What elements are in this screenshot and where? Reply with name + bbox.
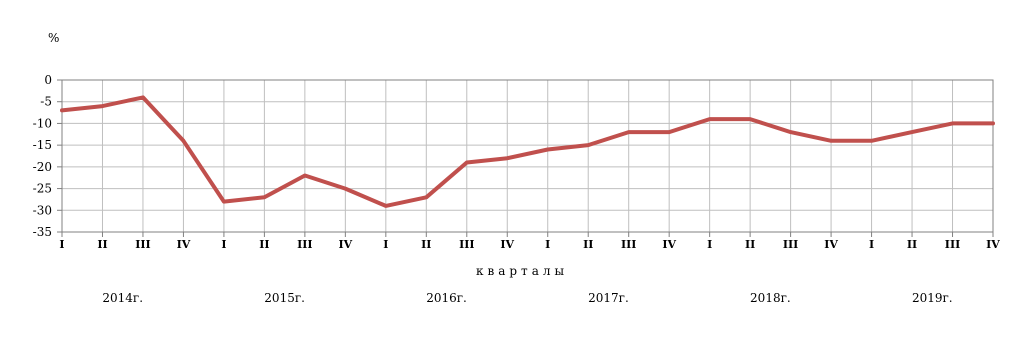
data-point [465,161,469,165]
x-tick-label: II [907,238,917,251]
series-layer [60,95,995,208]
x-tick-label: II [745,238,755,251]
x-tick-label: I [59,238,64,251]
year-label: 2014г. [102,291,143,305]
data-point [222,200,226,204]
data-point [951,121,955,125]
data-point [991,121,995,125]
x-tick-label: I [707,238,712,251]
data-point [748,117,752,121]
x-tick-label: IV [339,238,353,251]
x-tick-label: III [945,238,960,251]
x-tick-label: II [583,238,593,251]
y-tick-label: -5 [40,95,52,109]
x-tick-label: III [135,238,150,251]
y-axis: 0 -5 -10 -15 -20 -25 -30 -35 [33,73,62,239]
x-tick-label: III [459,238,474,251]
y-tick-label: 0 [44,73,52,87]
x-tick-label: III [783,238,798,251]
year-label: 2015г. [264,291,305,305]
y-tick-label: -20 [33,160,52,174]
data-point [262,195,266,199]
year-label: 2017г. [588,291,629,305]
x-tick-label: IV [662,238,676,251]
x-tick-label: I [221,238,226,251]
data-point [384,204,388,208]
year-label: 2016г. [426,291,467,305]
data-point [303,174,307,178]
x-tick-label: II [97,238,107,251]
data-point [181,139,185,143]
plot-frame [61,79,994,233]
x-tick-label: III [297,238,312,251]
y-tick-label: -30 [33,203,52,217]
x-tick-label: IV [824,238,838,251]
series-line [60,95,995,208]
data-point [505,156,509,160]
x-tick-label: II [259,238,269,251]
data-point [141,95,145,99]
data-point [870,139,874,143]
x-tick-label: I [545,238,550,251]
data-point [708,117,712,121]
data-point [424,195,428,199]
x-tick-label: I [383,238,388,251]
data-point [546,147,550,151]
data-point [586,143,590,147]
data-point [667,130,671,134]
y-tick-label: -15 [33,138,52,152]
x-tick-label: III [621,238,636,251]
x-tick-label: IV [986,238,1000,251]
y-tick-label: -35 [33,225,52,239]
data-point [627,130,631,134]
data-point [343,187,347,191]
y-tick-label: -25 [33,182,52,196]
year-label: 2018г. [750,291,791,305]
x-tick-label: IV [500,238,514,251]
y-unit-label: % [48,31,59,45]
data-point [789,130,793,134]
x-tick-label: II [421,238,431,251]
x-axis: I II III IV I II III IV I II III IV I II III IV I II III IV… [59,232,1000,251]
x-tick-label: IV [177,238,191,251]
x-axis-label: кварталы [476,264,568,278]
data-point [60,108,64,112]
year-label: 2019г. [912,291,953,305]
plot-area-border [61,79,994,233]
y-tick-label: -10 [33,116,52,130]
x-tick-label: I [869,238,874,251]
year-labels: 2014г. 2015г. 2016г. 2017г. 2018г. 2019г. [102,291,952,305]
data-point [910,130,914,134]
data-point [829,139,833,143]
grid [61,79,994,233]
data-point [100,104,104,108]
